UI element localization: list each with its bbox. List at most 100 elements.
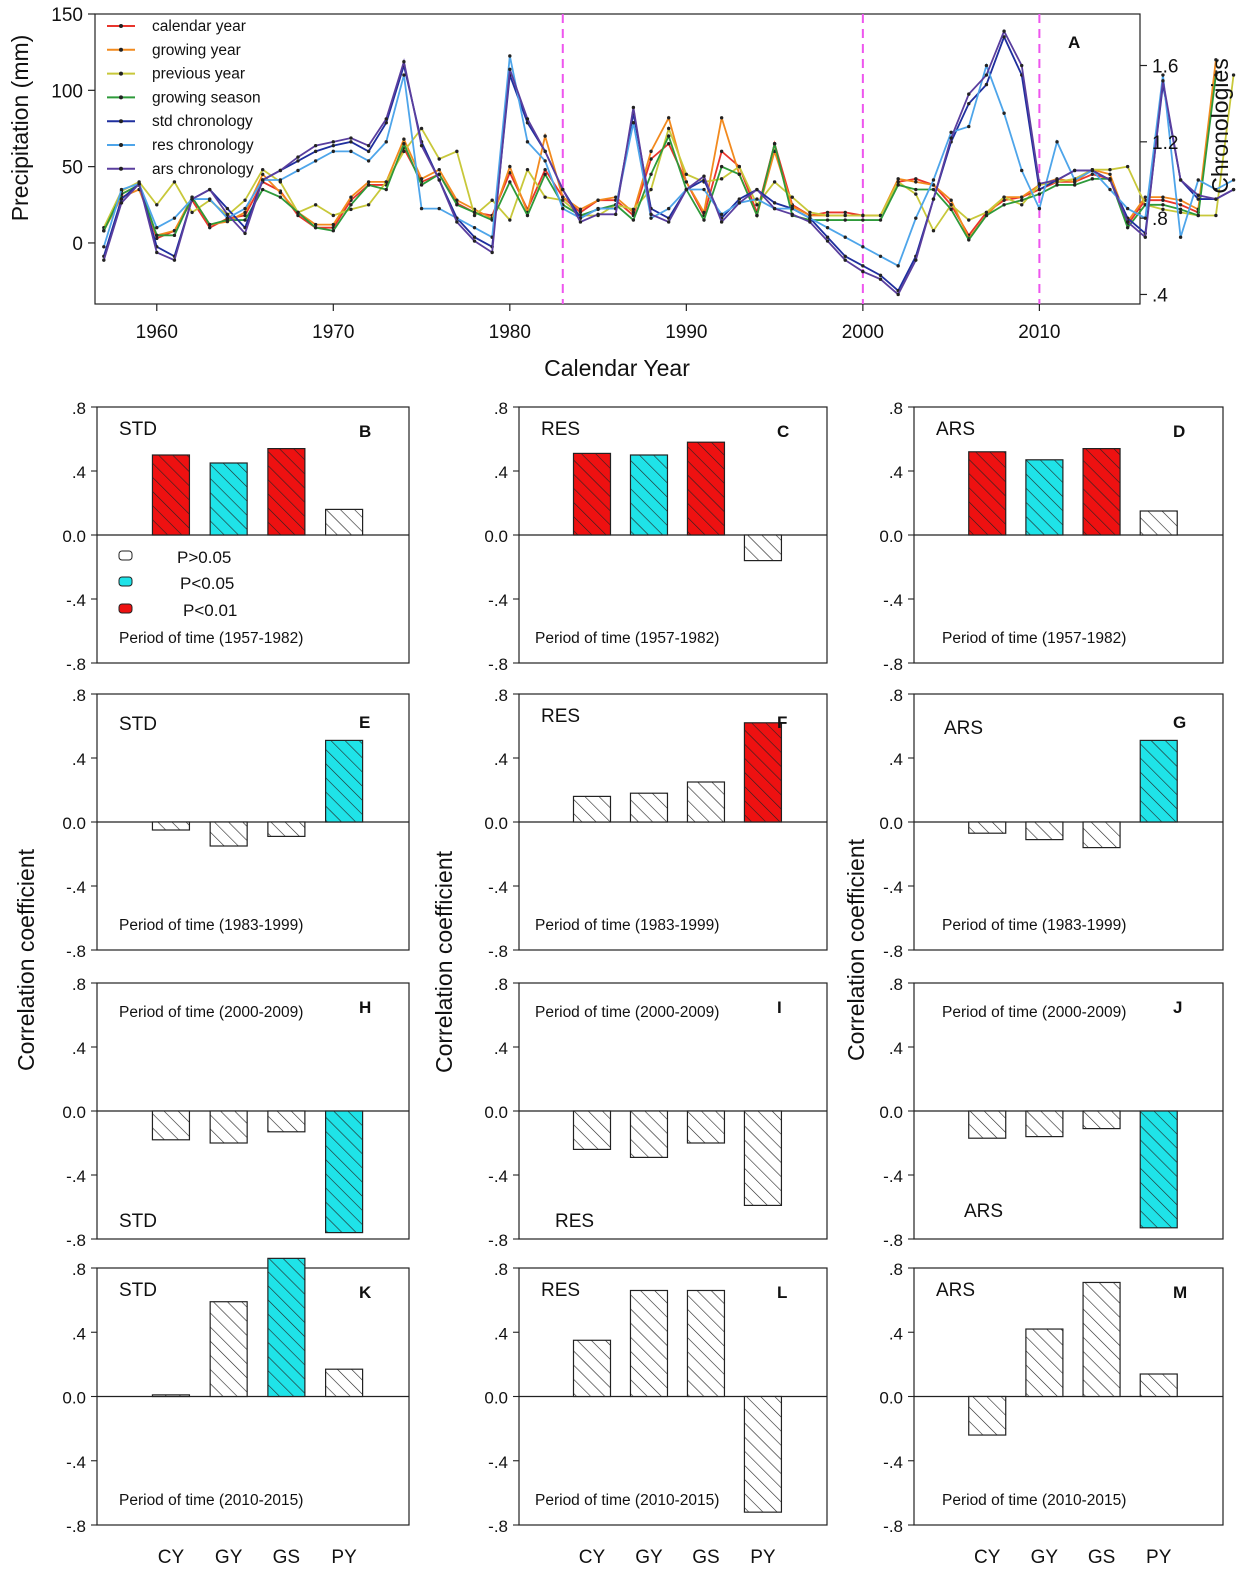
period-label: Period of time (2010-2015): [535, 1492, 719, 1509]
point-ars-chronology: [1214, 197, 1217, 200]
bar-hatch-gs: [1083, 822, 1120, 848]
point-growing-year: [332, 223, 335, 226]
point-previous-year: [261, 168, 264, 171]
period-label: Period of time (1957-1982): [119, 630, 303, 647]
series-label: STD: [119, 1280, 157, 1301]
point-previous-year: [738, 165, 741, 168]
point-ars-chronology: [844, 258, 847, 261]
point-previous-year: [826, 214, 829, 217]
point-res-chronology: [332, 150, 335, 153]
panel-i: .8.40.0-.4-.8RESIPeriod of time (2000-20…: [484, 975, 827, 1250]
panel-letter: I: [777, 998, 782, 1017]
y-tick-label: -.4: [488, 878, 508, 897]
point-res-chronology: [1055, 140, 1058, 143]
point-res-chronology: [932, 178, 935, 181]
corr-ylabel-col3: Correlation coefficient: [843, 838, 869, 1061]
bar-hatch-gs: [687, 442, 724, 535]
point-ars-chronology: [667, 220, 670, 223]
y-tick-label: 0.0: [879, 527, 903, 546]
point-std-chronology: [967, 102, 970, 105]
x-category-label: GS: [692, 1547, 719, 1568]
x-category-label: GS: [1088, 1547, 1115, 1568]
point-std-chronology: [738, 197, 741, 200]
panel-j: .8.40.0-.4-.8ARSJPeriod of time (2000-20…: [879, 975, 1223, 1250]
point-ars-chronology: [155, 251, 158, 254]
point-growing-season: [667, 134, 670, 137]
point-previous-year: [985, 211, 988, 214]
bar-hatch-py: [1140, 1111, 1177, 1228]
point-res-chronology: [1108, 188, 1111, 191]
bar-hatch-cy: [152, 1395, 189, 1397]
panel-d: .8 .4 0.0 -.4 -.8 ARS D Period of time (1957-19…: [879, 399, 1223, 674]
bar-hatch-py: [1140, 511, 1177, 535]
point-std-chronology: [826, 236, 829, 239]
y-tick-label: -.8: [66, 1517, 86, 1536]
point-ars-chronology: [932, 197, 935, 200]
point-res-chronology: [1020, 169, 1023, 172]
y-tick-label: -.4: [66, 1453, 86, 1472]
point-growing-year: [508, 165, 511, 168]
point-res-chronology: [879, 255, 882, 258]
point-ars-chronology: [896, 293, 899, 296]
y-tick-label: 100: [51, 81, 83, 102]
y-tick-label: .4: [889, 1039, 903, 1058]
point-growing-season: [1055, 183, 1058, 186]
point-growing-season: [332, 229, 335, 232]
point-ars-chronology: [526, 117, 529, 120]
period-label: Period of time (1983-1999): [535, 917, 719, 934]
bar-hatch-py: [326, 740, 363, 822]
bar-hatch-gy: [210, 463, 247, 535]
bar-hatch-gs: [687, 1111, 724, 1143]
bar-hatch-gy: [210, 1111, 247, 1143]
y-tick-label: 0.0: [484, 814, 508, 833]
point-ars-chronology: [367, 144, 370, 147]
bar-hatch-gs: [1083, 449, 1120, 535]
point-ars-chronology: [279, 169, 282, 172]
point-ars-chronology: [985, 73, 988, 76]
significance-legend: P>0.05 P<0.05 P<0.01: [119, 548, 237, 620]
y-tick-label: -.8: [488, 942, 508, 961]
x-tick-label: 1990: [665, 322, 707, 343]
bar-hatch-gs: [268, 1111, 305, 1132]
bar-hatch-cy: [573, 453, 610, 535]
point-growing-year: [349, 195, 352, 198]
point-previous-year: [949, 203, 952, 206]
period-label: Period of time (2000-2009): [119, 1004, 303, 1021]
y-tick-label: .4: [72, 750, 86, 769]
point-res-chronology: [1126, 207, 1129, 210]
bar-hatch-cy: [573, 796, 610, 822]
y-tick-label: 0.0: [62, 814, 86, 833]
bar-hatch-py: [326, 509, 363, 535]
y-tick-label: -.8: [488, 655, 508, 674]
point-ars-chronology: [1002, 29, 1005, 32]
point-growing-season: [949, 208, 952, 211]
corr-ylabel-col2: Correlation coefficient: [431, 850, 457, 1073]
y-tick-label: 0.0: [484, 527, 508, 546]
point-growing-season: [1091, 177, 1094, 180]
point-ars-chronology: [226, 213, 229, 216]
y-tick-label: -.4: [883, 878, 903, 897]
panel-letter: G: [1173, 713, 1186, 732]
series-label: ARS: [936, 1280, 975, 1301]
point-ars-chronology: [738, 201, 741, 204]
point-ars-chronology: [791, 213, 794, 216]
legend-entry: growing year: [152, 42, 241, 59]
point-res-chronology: [861, 245, 864, 248]
point-res-chronology: [120, 188, 123, 191]
point-growing-season: [773, 142, 776, 145]
point-growing-year: [720, 116, 723, 119]
point-growing-year: [367, 180, 370, 183]
point-growing-year: [667, 116, 670, 119]
point-res-chronology: [526, 140, 529, 143]
point-growing-season: [755, 214, 758, 217]
legend-entry: res chronology: [152, 137, 254, 154]
panel-letter: M: [1173, 1283, 1187, 1302]
legend-entry: growing season: [152, 89, 261, 106]
y-tick-label: -.8: [883, 655, 903, 674]
point-ars-chronology: [173, 258, 176, 261]
point-growing-season: [543, 173, 546, 176]
legend-marker: [119, 119, 123, 123]
point-res-chronology: [102, 245, 105, 248]
y2-tick-label: .4: [1152, 285, 1168, 306]
point-ars-chronology: [243, 232, 246, 235]
